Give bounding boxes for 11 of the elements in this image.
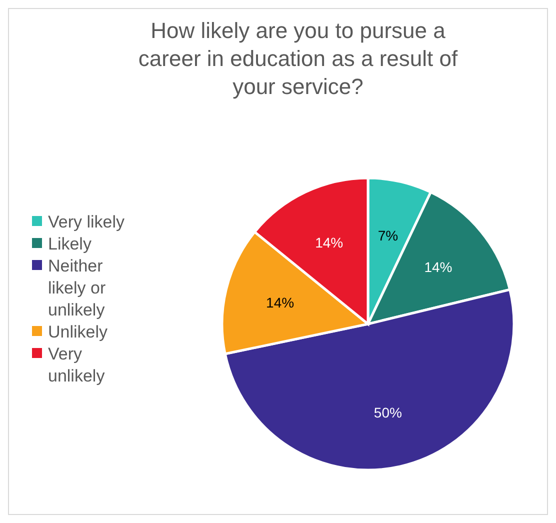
data-label: 14% (424, 258, 452, 275)
legend-label: Unlikely (48, 322, 108, 342)
data-label: 14% (266, 294, 294, 311)
data-label: 7% (378, 228, 398, 244)
data-label: 14% (315, 234, 344, 250)
chart-title: How likely are you to pursue a career in education as a result of your service? (138, 18, 458, 99)
legend-label: Likely (48, 234, 92, 254)
data-label: 50% (374, 404, 402, 420)
legend-label: Neither likely or unlikely (48, 256, 106, 320)
legend-label: Very unlikely (48, 344, 106, 386)
legend-label: Very likely (48, 212, 126, 232)
